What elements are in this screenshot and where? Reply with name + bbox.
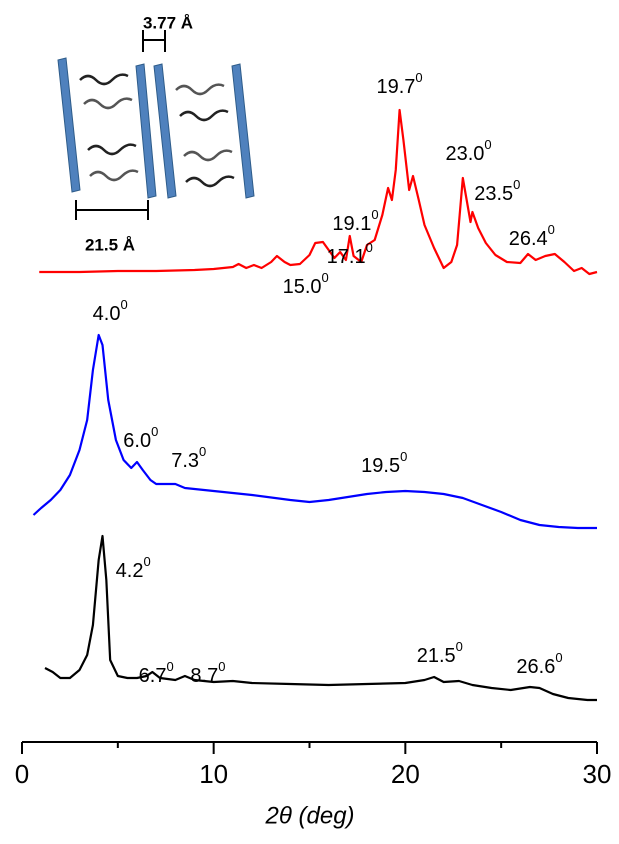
peak-value: 23.5 — [474, 183, 513, 205]
peak-label: 7.30 — [171, 444, 206, 472]
peak-value: 4.0 — [93, 303, 121, 325]
peak-value: 4.2 — [116, 560, 144, 582]
peak-value: 21.5 — [417, 645, 456, 667]
peak-label: 15.00 — [283, 270, 329, 298]
peak-sup: 0 — [484, 137, 491, 152]
peak-label: 6.00 — [123, 424, 158, 452]
peak-label: 23.00 — [445, 137, 491, 165]
peak-label: 8.70 — [190, 659, 225, 687]
peak-label: 26.40 — [509, 222, 555, 250]
peak-value: 15.0 — [283, 276, 322, 298]
inset-label: 3.77 Å — [143, 13, 193, 32]
peak-label: 4.20 — [116, 554, 151, 582]
peak-value: 26.4 — [509, 228, 548, 250]
data-line — [44, 534, 597, 702]
peak-sup: 0 — [166, 659, 173, 674]
peak-value: 26.6 — [516, 656, 555, 678]
peak-label: 19.10 — [332, 207, 378, 235]
peak-value: 19.5 — [361, 455, 400, 477]
x-tick-label: 20 — [391, 759, 420, 789]
x-tick-label: 10 — [199, 759, 228, 789]
peak-label: 26.60 — [516, 650, 562, 678]
peak-value: 19.1 — [332, 213, 371, 235]
peak-label: 19.70 — [376, 70, 422, 98]
inset-label: 21.5 Å — [85, 235, 135, 254]
peak-sup: 0 — [120, 297, 127, 312]
peak-label: 19.50 — [361, 449, 407, 477]
data-line — [39, 108, 598, 276]
peak-value: 17.1 — [327, 246, 366, 268]
peak-label: 4.00 — [93, 297, 128, 325]
x-tick-label: 30 — [583, 759, 612, 789]
peak-sup: 0 — [456, 639, 463, 654]
peak-sup: 0 — [199, 444, 206, 459]
peak-value: 19.7 — [376, 76, 415, 98]
peak-sup: 0 — [143, 554, 150, 569]
peak-sup: 0 — [151, 424, 158, 439]
peak-sup: 0 — [366, 240, 373, 255]
x-axis-label: 2θ (deg) — [264, 802, 354, 829]
peak-sup: 0 — [548, 222, 555, 237]
peak-label: 21.50 — [417, 639, 463, 667]
peak-value: 6.0 — [123, 430, 151, 452]
peak-sup: 0 — [322, 270, 329, 285]
peak-sup: 0 — [371, 207, 378, 222]
peak-value: 6.7 — [139, 665, 167, 687]
peak-label: 6.70 — [139, 659, 174, 687]
peak-sup: 0 — [218, 659, 225, 674]
peak-sup: 0 — [513, 177, 520, 192]
x-tick-label: 0 — [15, 759, 29, 789]
data-line — [32, 333, 597, 530]
peak-value: 7.3 — [171, 450, 199, 472]
peak-sup: 0 — [555, 650, 562, 665]
peak-sup: 0 — [400, 449, 407, 464]
peak-value: 8.7 — [190, 665, 218, 687]
peak-value: 23.0 — [445, 143, 484, 165]
peak-sup: 0 — [415, 70, 422, 85]
inset-diagram: 3.77 Å 21.5 Å — [57, 13, 255, 254]
peak-label: 23.50 — [474, 177, 520, 205]
peak-label: 17.10 — [327, 240, 373, 268]
